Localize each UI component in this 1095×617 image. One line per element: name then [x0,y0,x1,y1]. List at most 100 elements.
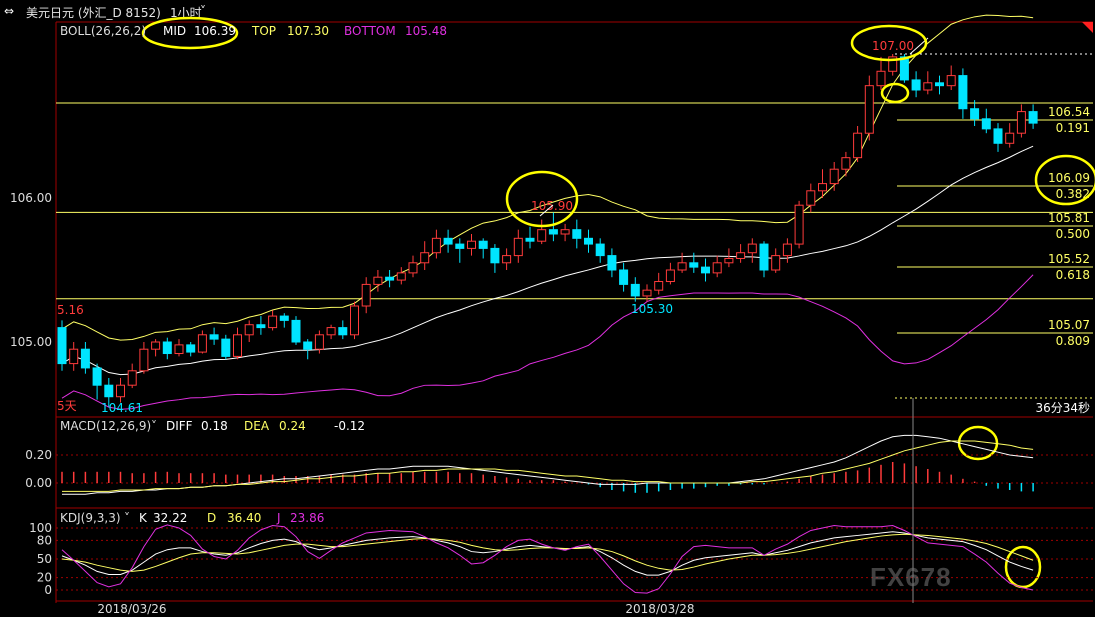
kdj-tick-label: 50 [37,552,52,566]
macd-value: -0.12 [334,419,366,433]
candle-body [537,229,547,242]
candle-body [876,70,886,87]
candle-body [57,327,67,365]
candle-body [818,183,827,192]
fib-ratio-label: 0.500 [1056,227,1090,241]
x-tick-label: 2018/03/26 [97,602,166,616]
candle-body [607,255,617,271]
candle-body [338,327,348,336]
kdj-tick-label: 80 [37,533,52,547]
candle-body [291,319,301,343]
candle-body [619,269,629,285]
candle-body [80,348,90,369]
candle-body [888,56,898,72]
candle-body [279,315,289,321]
candle-body [548,229,558,235]
candle-body [677,262,687,271]
candle-body [771,255,781,271]
candle-body [268,315,278,329]
x-tick-label: 2018/03/28 [625,602,694,616]
kdj-k-value: 32.22 [153,511,188,525]
candle-body [736,252,746,259]
candle-body [572,229,582,239]
kdj-tick-label: 0 [44,583,52,597]
period-select[interactable]: 1小时 [170,6,202,20]
candle-body [502,255,512,264]
chevron-down-icon[interactable]: ˅ [200,4,206,18]
candle-body [829,168,839,185]
symbol-title[interactable]: 美元日元 (外汇_D 8152) [26,6,161,20]
boll-top-value: 107.30 [287,24,329,38]
candle-body [303,341,313,350]
left-price-label: 5.16 [57,303,84,317]
arrows-icon[interactable]: ⇔ [4,4,15,18]
fib-ratio-label: 0.382 [1056,187,1090,201]
candle-body [782,243,792,257]
candle-body [981,118,991,130]
kdj-label: KDJ(9,3,3) [60,511,121,525]
peak-pointer [539,204,554,217]
highlight-ellipse [880,82,910,104]
kdj-k-line [61,531,1034,576]
candle-body [899,56,909,81]
boll-mid-label: MID [163,24,187,38]
candle-body [69,348,79,365]
countdown-label: 36分34秒 [1035,401,1090,415]
candle-body [1016,111,1026,134]
chevron-down-icon[interactable]: ˅ [124,511,130,525]
macd-dea-label: DEA [244,419,270,433]
candle-body [794,204,804,245]
fib-ratio-label: 0.191 [1056,121,1090,135]
candle-body [127,370,137,386]
candle-body [595,243,605,257]
candle-body [92,367,102,386]
candle-body [221,338,231,357]
macd-dea-line [62,440,1034,492]
kdj-j-label: J [277,511,281,525]
candle-body [396,272,406,281]
candle-body [350,305,359,336]
fib-price-label: 106.54 [1048,105,1090,119]
y-tick-label: 105.00 [10,335,52,349]
boll-top-label: TOP [252,24,277,38]
candle-body [853,132,863,159]
highlight-ellipse [850,24,928,62]
macd-diff-label: DIFF [166,419,193,433]
candle-body [513,237,523,257]
candle-body [747,243,757,254]
candle-body [431,237,441,254]
candle-body [151,341,161,350]
kdj-j-value: 23.86 [290,511,325,525]
candle-body [1005,132,1015,144]
candle-body [689,262,699,268]
candle-body [104,384,114,398]
candle-body [162,341,172,355]
boll-top-line [61,14,1034,341]
candle-body [970,108,980,120]
candle-body [314,334,324,350]
boll-label: BOLL(26,26,2) [60,24,147,38]
candle-body [420,252,430,264]
candle-body [197,334,207,353]
kdj-tick-label: 100 [29,521,52,535]
candle-body [233,334,242,357]
chevron-down-icon[interactable]: ˅ [151,419,157,433]
candle-body [665,269,675,283]
fib-price-label: 105.07 [1048,318,1090,332]
candle-body [408,262,418,274]
candle-body [467,240,476,249]
candle-body [911,79,921,91]
highlight-ellipse [141,16,239,50]
highlight-ellipse [505,170,579,228]
candle-body [385,276,395,281]
candle-body [116,384,125,398]
candle-body [174,344,184,355]
kdj-d-value: 36.40 [227,511,262,525]
macd-tick-label: 0.00 [25,476,52,490]
left-period-label: 5天 [57,399,77,413]
kdj-tick-label: 20 [37,571,52,585]
candle-body [701,266,710,274]
macd-dea-value: 0.24 [279,419,306,433]
candle-body [654,281,664,291]
